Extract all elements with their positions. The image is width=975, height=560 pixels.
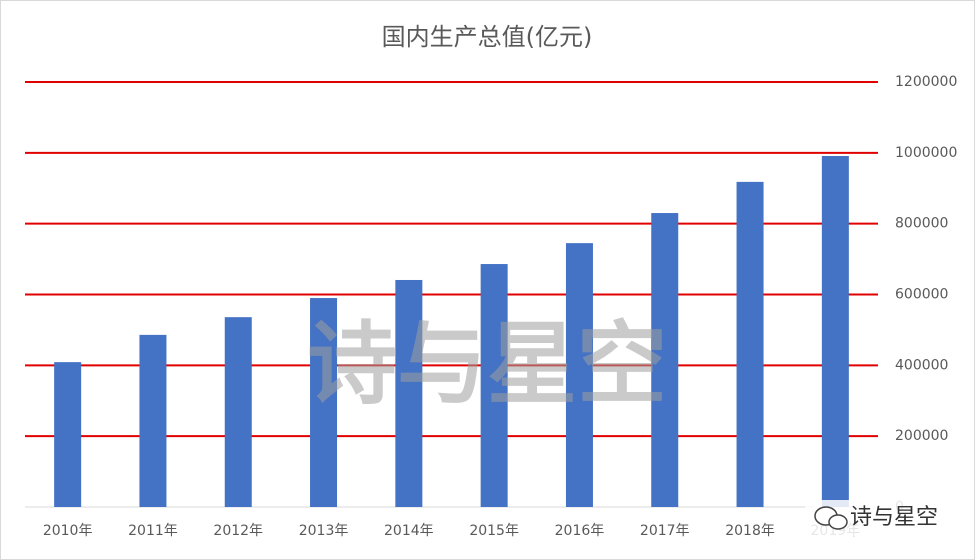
bar [139,334,167,507]
y-tick-label: 1000000 [895,145,957,161]
badge-bg [805,500,945,536]
chart-title: 国内生产总值(亿元) [382,23,593,51]
y-tick-label: 200000 [895,428,948,444]
x-tick-label: 2010年 [43,523,93,539]
bar [310,298,338,507]
x-tick-label: 2013年 [299,523,349,539]
x-tick-label: 2018年 [725,523,775,539]
bar [565,243,593,508]
x-tick-label: 2014年 [384,523,434,539]
x-tick-label: 2017年 [640,523,690,539]
x-tick-label: 2015年 [469,523,519,539]
y-tick-label: 400000 [895,357,948,373]
bar [224,317,252,507]
bar [736,181,764,507]
y-tick-label: 600000 [895,287,948,303]
bar [480,264,508,507]
watermark: 诗与星空 [307,312,667,417]
x-tick-label: 2012年 [213,523,263,539]
x-tick-label: 2016年 [555,523,605,539]
y-tick-label: 800000 [895,216,948,232]
badge-icon [828,514,848,530]
badge-label: 诗与星空 [850,505,938,530]
x-tick-label: 2011年 [128,523,178,539]
bar [395,279,423,507]
y-tick-label: 1200000 [895,74,957,90]
bar [651,213,679,507]
bar [54,362,82,507]
bar [821,156,849,508]
